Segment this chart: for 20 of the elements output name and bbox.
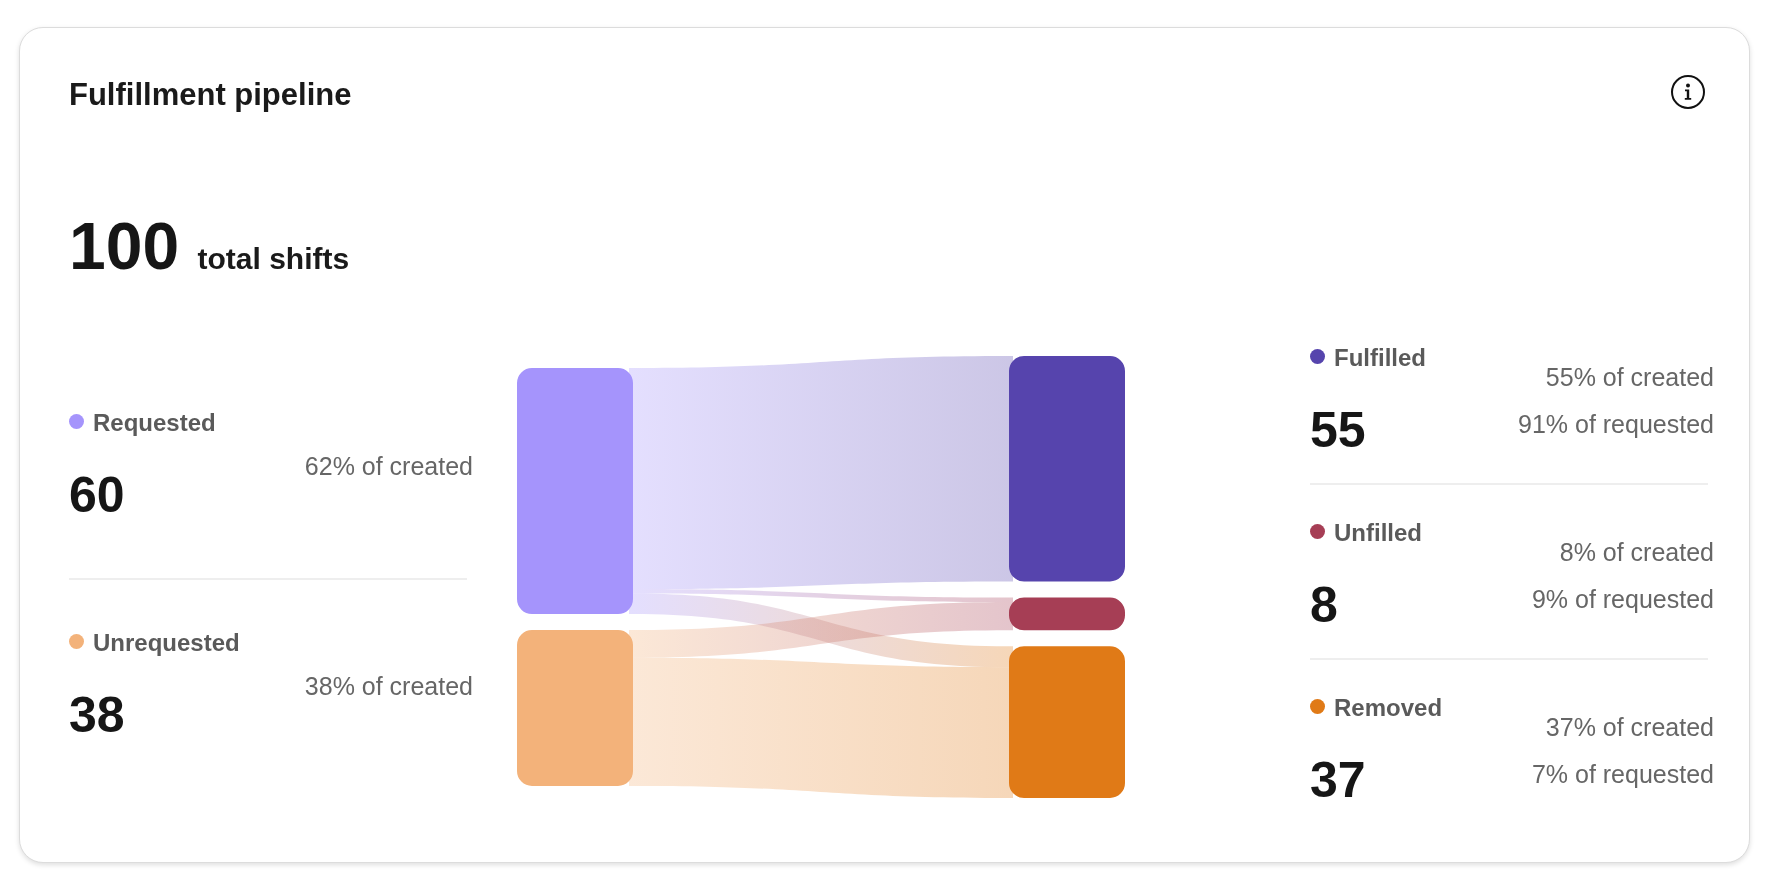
data-label: 60 (69, 466, 125, 523)
category-label: Removed (1334, 693, 1443, 721)
text: 8% of created (1559, 538, 1714, 567)
text: 38% of created (304, 671, 473, 700)
text: 91% of requested (1518, 410, 1714, 439)
text: 100 total shifts (69, 209, 350, 284)
category-label: Unfilled (1334, 518, 1422, 546)
data-label: 55 (1310, 401, 1366, 458)
text: Fulfillment pipeline (69, 76, 352, 112)
category-label: Unrequested (93, 628, 240, 656)
data-label: 37 (1310, 751, 1366, 808)
text: 9% of requested (1531, 585, 1714, 614)
text: 7% of requested (1531, 760, 1714, 789)
text: 55% of created (1545, 363, 1714, 392)
data-label: 38 (69, 686, 125, 743)
category-label: Requested (93, 408, 216, 436)
category-label: Fulfilled (1334, 343, 1426, 371)
text: 62% of created (304, 451, 473, 480)
data-label: 8 (1310, 576, 1338, 633)
text: 37% of created (1545, 713, 1714, 742)
